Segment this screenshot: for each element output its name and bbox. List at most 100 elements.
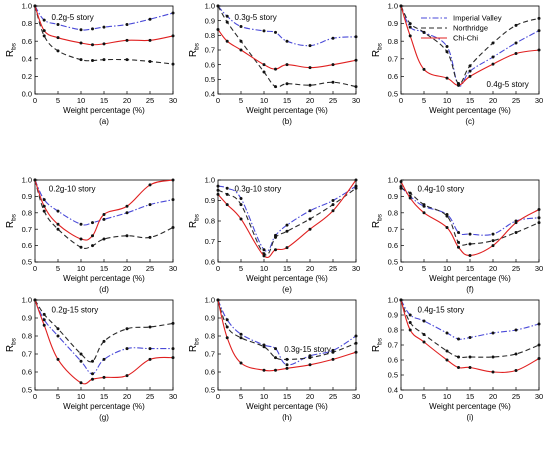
x-tick-label: 0 (399, 392, 403, 401)
x-tick-label: 15 (466, 96, 474, 105)
y-axis-label-main: R (371, 345, 382, 352)
data-point (42, 29, 46, 33)
data-point (491, 370, 495, 374)
data-point (225, 186, 229, 190)
x-tick-label: 20 (489, 96, 497, 105)
data-point (171, 356, 175, 360)
y-axis-label-main: R (371, 221, 382, 228)
data-point (354, 186, 358, 190)
panel-caption: (h) (282, 413, 292, 422)
y-tick-label: 0.6 (22, 241, 32, 250)
data-point (91, 359, 94, 363)
data-point (239, 332, 243, 336)
y-tick-label: 0.9 (205, 16, 215, 25)
data-point (274, 30, 277, 34)
data-point (262, 254, 266, 258)
y-tick-label: 0.6 (388, 356, 398, 365)
data-point (274, 356, 277, 360)
series-line-northridge (400, 187, 540, 246)
y-tick-label: 0.8 (205, 332, 215, 341)
y-tick-label: 1.0 (22, 176, 32, 185)
y-tick-label: 0.6 (205, 258, 215, 267)
x-tick-label: 5 (422, 96, 426, 105)
data-point (354, 35, 358, 39)
y-axis-label-main: R (188, 345, 199, 352)
y-axis-label-subscript: bs (377, 337, 384, 345)
x-tick-label: 30 (352, 392, 360, 401)
data-point (422, 340, 426, 344)
y-tick-label: 0.8 (388, 208, 398, 217)
x-tick-label: 30 (535, 96, 543, 105)
data-point (468, 242, 472, 246)
data-point (468, 69, 472, 73)
series-line-imperial-valley (400, 186, 540, 236)
x-tick-label: 20 (489, 264, 497, 273)
data-point (102, 237, 106, 241)
y-tick-label: 0.6 (22, 368, 32, 377)
data-point (457, 366, 460, 369)
x-tick-label: 10 (260, 96, 268, 105)
data-point (56, 209, 60, 213)
chart-panel-h: 0 5 10 15 20 25 30 0.5 0.6 0.7 0.8 0.9 1.0 Weight per… (188, 296, 360, 422)
data-point (491, 62, 495, 66)
data-point (399, 186, 403, 190)
panel-caption: (c) (465, 117, 475, 126)
y-axis-label: Rbs (5, 213, 18, 228)
y-tick-label: 0.8 (22, 19, 32, 28)
data-point (354, 334, 358, 338)
y-tick-label: 0.2 (22, 72, 32, 81)
data-point (262, 29, 266, 33)
x-tick-label: 30 (169, 96, 177, 105)
legend-entry: Chi-Chi (453, 34, 478, 43)
y-axis-label-main: R (5, 50, 16, 57)
y-tick-label: 0.8 (388, 37, 398, 46)
y-axis-label: Rbs (188, 213, 201, 228)
data-point (42, 312, 46, 316)
data-point (91, 43, 94, 47)
data-point (468, 355, 472, 359)
data-point (239, 196, 243, 200)
y-tick-label: 0.7 (388, 225, 398, 234)
data-point (408, 191, 412, 195)
chart-panel-a: 0 5 10 15 20 25 30 0.0 0.2 0.4 0.6 0.8 1.0 Weight per… (5, 2, 177, 126)
data-point (79, 381, 83, 385)
data-point (285, 357, 289, 361)
data-point (239, 48, 243, 52)
legend-entry: Northridge (453, 24, 488, 33)
data-point (285, 223, 289, 227)
data-point (79, 58, 83, 62)
data-point (354, 350, 358, 354)
x-tick-label: 10 (443, 96, 451, 105)
x-tick-label: 30 (169, 392, 177, 401)
data-point (514, 41, 518, 45)
data-point (225, 39, 229, 43)
data-point (354, 341, 358, 345)
data-point (225, 14, 229, 18)
data-point (457, 337, 460, 341)
y-axis-label: Rbs (371, 337, 384, 352)
data-point (56, 222, 60, 226)
data-point (79, 359, 83, 363)
y-tick-label: 0.7 (22, 225, 32, 234)
data-point (285, 363, 289, 367)
y-axis-label-subscript: bs (194, 213, 201, 221)
data-point (408, 313, 412, 317)
data-point (445, 331, 449, 335)
x-tick-label: 5 (239, 264, 243, 273)
y-axis-label: Rbs (5, 337, 18, 352)
data-point (102, 339, 106, 343)
data-point (216, 27, 220, 31)
data-point (56, 357, 60, 361)
x-tick-label: 25 (512, 264, 520, 273)
data-point (148, 357, 152, 361)
data-point (42, 204, 46, 208)
data-point (308, 44, 312, 48)
data-point (239, 39, 243, 43)
y-axis-label-main: R (371, 50, 382, 57)
data-point (171, 178, 175, 182)
x-tick-label: 25 (512, 392, 520, 401)
data-point (171, 347, 175, 351)
data-point (262, 248, 266, 252)
y-tick-label: 1.0 (22, 2, 32, 11)
